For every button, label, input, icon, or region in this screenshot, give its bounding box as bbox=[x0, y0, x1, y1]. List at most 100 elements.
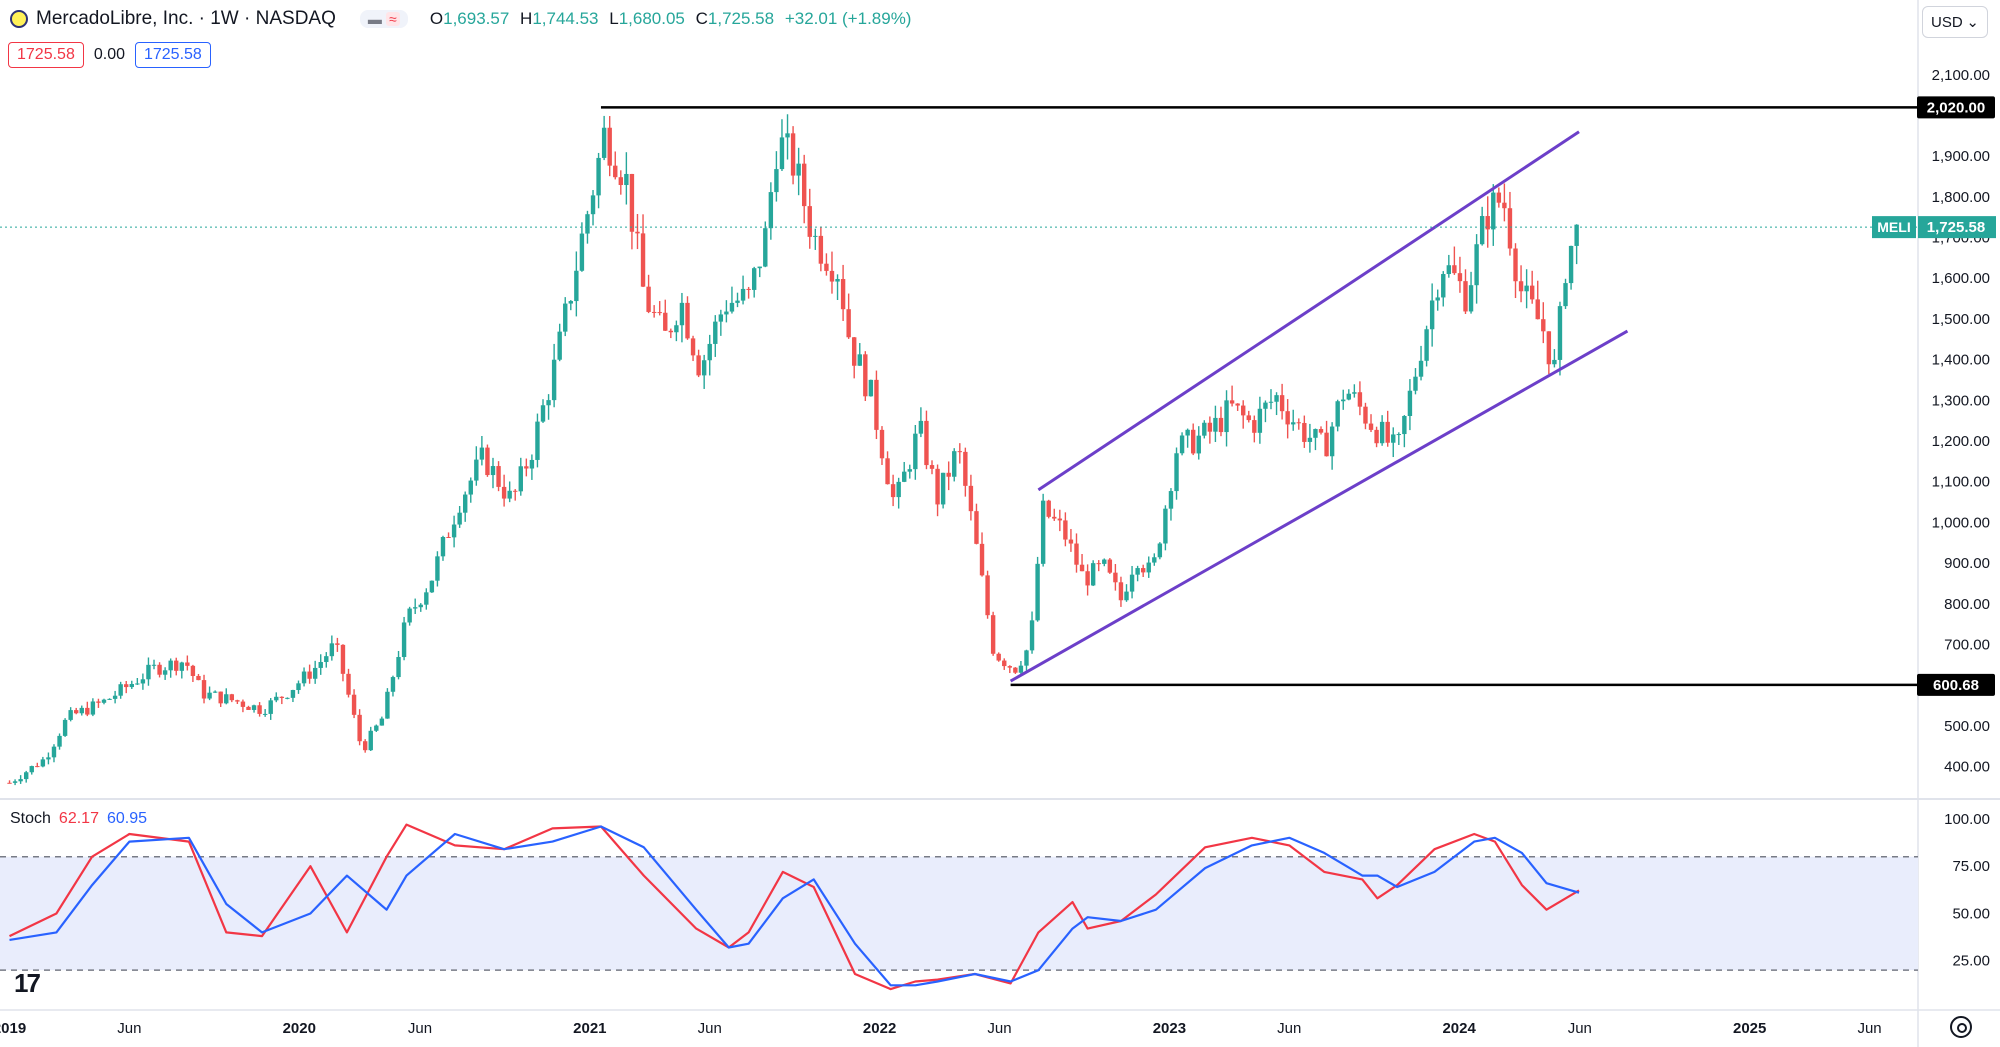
candle bbox=[524, 466, 529, 469]
time-tick-label: Jun bbox=[987, 1020, 1011, 1037]
candle bbox=[1218, 417, 1224, 433]
price-tick-label: 1,900.00 bbox=[1932, 148, 1990, 165]
candle bbox=[1140, 568, 1146, 573]
candle bbox=[874, 379, 879, 430]
candle bbox=[618, 177, 624, 186]
candle bbox=[496, 466, 501, 487]
candle bbox=[1507, 208, 1513, 249]
candle bbox=[401, 622, 407, 658]
candle bbox=[1079, 564, 1085, 572]
candle bbox=[751, 268, 757, 290]
candle bbox=[546, 400, 551, 406]
candle bbox=[1146, 562, 1151, 573]
candle bbox=[818, 235, 824, 264]
candle bbox=[1057, 518, 1063, 521]
candle bbox=[385, 691, 390, 719]
candle bbox=[990, 615, 996, 654]
candle bbox=[335, 643, 340, 645]
stoch-band bbox=[0, 856, 1918, 971]
candle bbox=[451, 524, 457, 538]
candle bbox=[896, 481, 901, 498]
candle bbox=[368, 730, 373, 751]
gear-icon[interactable] bbox=[1950, 1016, 1972, 1038]
candle bbox=[1557, 306, 1563, 360]
candle bbox=[657, 312, 662, 314]
candle bbox=[1313, 429, 1318, 438]
candle bbox=[351, 694, 357, 715]
high-value: 1,744.53 bbox=[532, 9, 599, 28]
candle bbox=[707, 343, 712, 361]
candle bbox=[1107, 559, 1113, 573]
hide-icon[interactable]: ▬ bbox=[367, 11, 382, 27]
candle bbox=[801, 163, 807, 207]
stoch-legend: Stoch 62.17 60.95 bbox=[10, 810, 147, 828]
candle bbox=[746, 288, 751, 290]
candle bbox=[1302, 422, 1307, 442]
indicator-toggle[interactable]: ▬ ≈ bbox=[359, 10, 408, 28]
candle bbox=[1496, 192, 1502, 203]
time-tick-label: 2020 bbox=[283, 1020, 316, 1037]
wave-icon[interactable]: ≈ bbox=[385, 12, 400, 26]
candle bbox=[840, 279, 846, 310]
time-tick-label: Jun bbox=[1568, 1020, 1592, 1037]
close-value: 1,725.58 bbox=[707, 9, 775, 28]
candle bbox=[501, 486, 507, 499]
price-tick-label: 1,100.00 bbox=[1932, 474, 1990, 491]
candle bbox=[74, 710, 79, 714]
candle bbox=[1474, 244, 1479, 286]
candle bbox=[290, 690, 296, 698]
candle bbox=[151, 664, 157, 666]
candle bbox=[1379, 421, 1385, 444]
candle bbox=[1479, 216, 1485, 245]
symbol-label-box bbox=[1872, 216, 1916, 239]
tradingview-logo-icon[interactable]: 17 bbox=[14, 968, 41, 998]
candle bbox=[1546, 331, 1552, 365]
time-tick-label: 2023 bbox=[1153, 1020, 1186, 1037]
candle bbox=[635, 231, 640, 234]
candle bbox=[1213, 417, 1218, 432]
last-price-label: 1,725.58 bbox=[1927, 219, 1985, 236]
candle bbox=[107, 698, 112, 700]
candle bbox=[35, 766, 40, 768]
symbol-title[interactable]: MercadoLibre, Inc. · 1W · NASDAQ bbox=[36, 8, 336, 29]
candle bbox=[718, 314, 724, 322]
stoch-k-line bbox=[9, 823, 1580, 991]
candle bbox=[407, 608, 412, 623]
currency-select[interactable]: USD ⌄ bbox=[1922, 6, 1988, 38]
candle bbox=[1463, 281, 1468, 312]
candle bbox=[1068, 539, 1074, 544]
candle bbox=[907, 469, 912, 472]
candle bbox=[162, 670, 168, 675]
candle bbox=[790, 133, 796, 176]
price-tick-label: 1,600.00 bbox=[1932, 270, 1990, 287]
candle bbox=[1229, 400, 1235, 404]
candle bbox=[563, 303, 568, 332]
candle bbox=[46, 757, 51, 760]
candle bbox=[601, 127, 607, 158]
candle bbox=[1429, 300, 1435, 330]
candle bbox=[1052, 516, 1057, 519]
buy-price-button[interactable]: 1725.58 bbox=[134, 42, 211, 68]
mercadolibre-logo-icon bbox=[10, 10, 28, 28]
price-tick-label: 500.00 bbox=[1944, 718, 1990, 735]
stoch-label[interactable]: Stoch bbox=[10, 810, 51, 827]
time-tick-label: Jun bbox=[1277, 1020, 1301, 1037]
stoch-d-line bbox=[9, 825, 1580, 987]
candle bbox=[285, 697, 290, 699]
channel-lower-line bbox=[1009, 329, 1629, 683]
candle bbox=[890, 484, 896, 498]
bid-ask-row: 1725.58 0.00 1725.58 bbox=[8, 42, 211, 68]
candle bbox=[1435, 297, 1440, 301]
candle bbox=[1352, 392, 1357, 394]
candle bbox=[996, 653, 1001, 661]
candle bbox=[196, 675, 201, 681]
candle bbox=[1252, 420, 1257, 433]
candle bbox=[440, 537, 446, 557]
candle bbox=[229, 694, 235, 701]
candle bbox=[7, 782, 12, 784]
candle bbox=[379, 718, 385, 726]
candle bbox=[190, 665, 196, 676]
sell-price-button[interactable]: 1725.58 bbox=[8, 42, 84, 68]
candle bbox=[279, 696, 285, 698]
